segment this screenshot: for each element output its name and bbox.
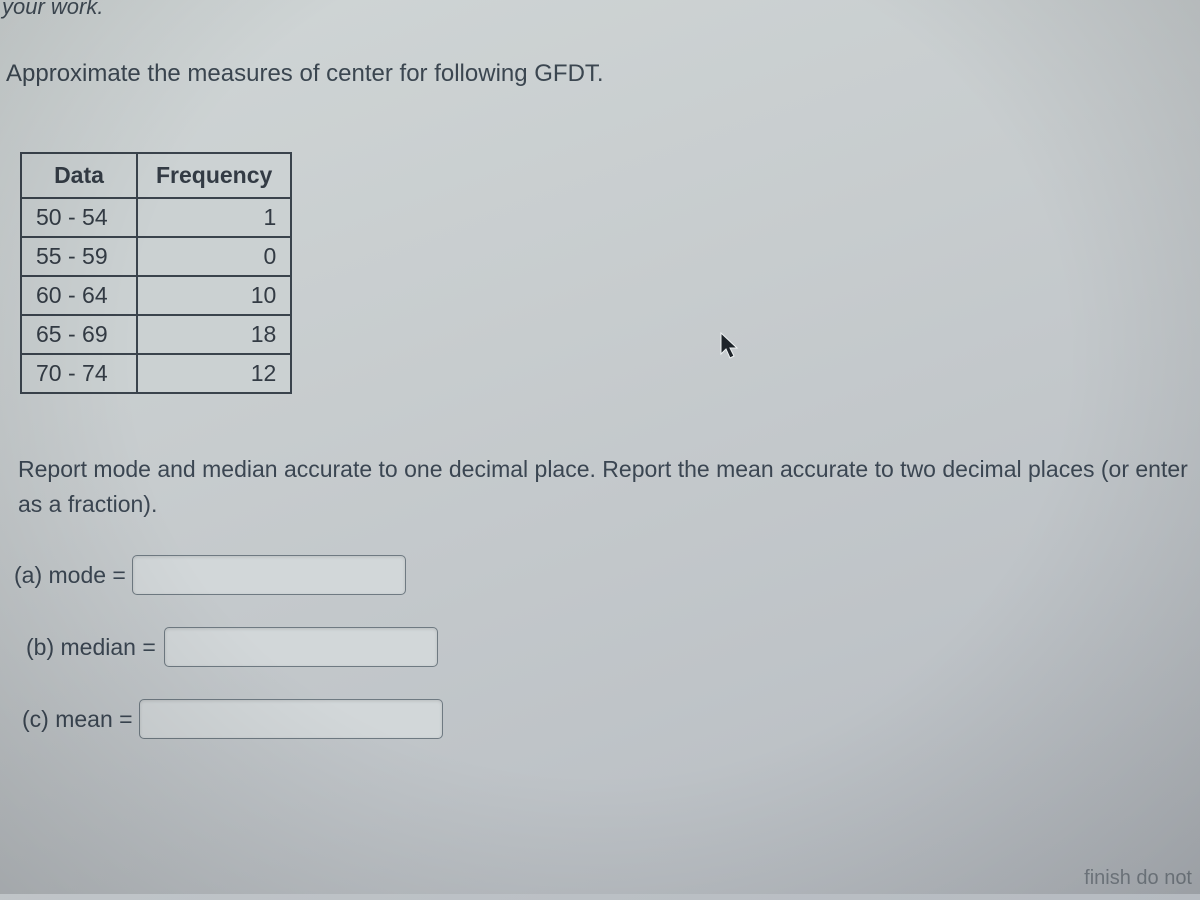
table-cell-freq: 18 [137, 315, 291, 354]
table-cell-freq: 12 [137, 354, 291, 393]
table-header-data: Data [21, 153, 137, 198]
answer-row-median: (b) median = [26, 627, 1200, 667]
table-cell-freq: 1 [137, 198, 291, 237]
table-cell-data: 60 - 64 [21, 276, 137, 315]
table-row: 65 - 69 18 [21, 315, 291, 354]
cutoff-bottom-right: finish do not [1084, 867, 1192, 890]
table-cell-data: 50 - 54 [21, 198, 137, 237]
table-cell-data: 70 - 74 [21, 354, 137, 393]
table-cell-freq: 0 [137, 237, 291, 276]
table-row: 60 - 64 10 [21, 276, 291, 315]
mode-label: (a) mode = [14, 562, 126, 589]
report-accuracy-text: Report mode and median accurate to one d… [18, 452, 1198, 521]
median-input[interactable] [164, 627, 438, 667]
table-header-frequency: Frequency [137, 153, 291, 198]
table-row: 50 - 54 1 [21, 198, 291, 237]
answer-row-mode: (a) mode = [14, 555, 1200, 595]
mean-input[interactable] [139, 699, 443, 739]
table-row: 70 - 74 12 [21, 354, 291, 393]
answer-row-mean: (c) mean = [22, 699, 1200, 739]
cutoff-bottom: finish do not [0, 867, 1200, 890]
your-work-italic: your work. [2, 0, 103, 19]
table-row: 55 - 59 0 [21, 237, 291, 276]
question-instruction: Approximate the measures of center for f… [6, 60, 1200, 88]
table-cell-data: 65 - 69 [21, 315, 137, 354]
median-label: (b) median = [26, 634, 156, 661]
gfdt-table: Data Frequency 50 - 54 1 55 - 59 0 60 - … [20, 152, 292, 394]
mean-label: (c) mean = [22, 706, 133, 733]
mode-input[interactable] [132, 555, 406, 595]
answers-block: (a) mode = (b) median = (c) mean = [14, 555, 1200, 739]
cutoff-instruction-top: your work. [0, 0, 1200, 20]
table-cell-freq: 10 [137, 276, 291, 315]
table-cell-data: 55 - 59 [21, 237, 137, 276]
